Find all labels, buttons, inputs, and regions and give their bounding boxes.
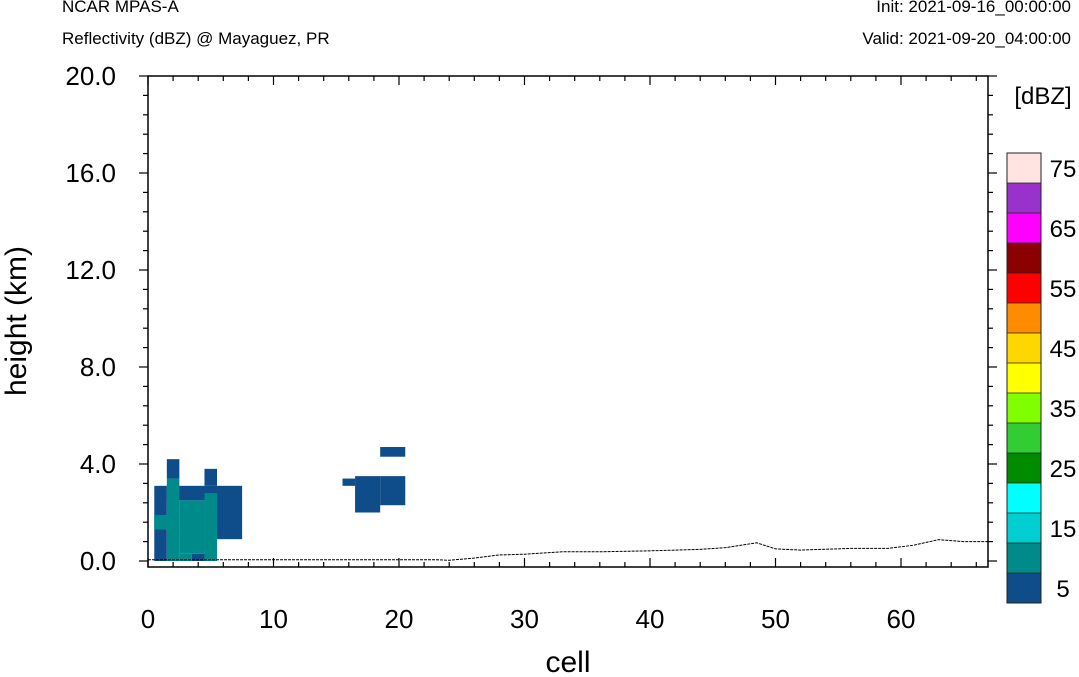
init-time: Init: 2021-09-16_00:00:00 <box>876 0 1071 16</box>
colorbar-swatch-45 <box>1007 333 1041 363</box>
y-axis: 0.0 4.0 8.0 12.0 16.0 20.0 <box>65 61 997 576</box>
colorbar-label: 25 <box>1050 456 1077 483</box>
colorbar: 5 15 25 35 45 55 65 75 <box>1006 152 1077 604</box>
colorbar-frame <box>1006 152 1042 604</box>
x-tick-label: 50 <box>761 604 790 634</box>
colorbar-label: 45 <box>1050 336 1077 363</box>
reflectivity-cell-7 <box>166 478 180 561</box>
x-tick-label: 60 <box>887 604 916 634</box>
colorbar-label: 35 <box>1050 396 1077 423</box>
colorbar-swatch-10 <box>1007 543 1041 573</box>
colorbar-swatch-60 <box>1007 243 1041 273</box>
reflectivity-cell-4 <box>217 485 243 540</box>
colorbar-label: 5 <box>1056 576 1069 603</box>
colorbar-label: 75 <box>1050 156 1077 183</box>
colorbar-label: 65 <box>1050 216 1077 243</box>
x-tick-label: 0 <box>141 604 155 634</box>
reflectivity-cell-1 <box>166 459 180 479</box>
field-subtitle: Reflectivity (dBZ) @ Mayaguez, PR <box>62 29 330 48</box>
colorbar-swatch-50 <box>1007 303 1041 333</box>
reflectivity-cell-8 <box>179 500 205 554</box>
reflectivity-cell-10 <box>204 493 218 561</box>
reflectivity-cell-3 <box>204 468 218 486</box>
colorbar-swatch-35 <box>1007 393 1041 423</box>
x-tick-label: 20 <box>385 604 414 634</box>
reflectivity-cell-5 <box>191 553 205 561</box>
y-tick-label: 12.0 <box>65 255 116 285</box>
reflectivity-cell-11 <box>342 478 356 486</box>
y-tick-label: 0.0 <box>80 546 116 576</box>
reflectivity-cell-9 <box>179 553 192 561</box>
y-axis-label: height (km) <box>0 246 33 396</box>
valid-time: Valid: 2021-09-20_04:00:00 <box>862 29 1071 48</box>
colorbar-title: [dBZ] <box>1014 83 1071 110</box>
colorbar-swatch-75 <box>1007 153 1041 183</box>
colorbar-swatch-20 <box>1007 483 1041 513</box>
x-tick-label: 10 <box>259 604 288 634</box>
terrain-line <box>148 539 989 561</box>
terrain-polyline <box>148 539 989 561</box>
x-axis-label: cell <box>545 646 590 677</box>
colorbar-swatch-30 <box>1007 423 1041 453</box>
x-tick-label: 30 <box>510 604 539 634</box>
reflectivity-cell-13 <box>380 476 406 506</box>
colorbar-swatch-25 <box>1007 453 1041 483</box>
y-tick-label: 20.0 <box>65 61 116 91</box>
reflectivity-cell-14 <box>380 447 406 457</box>
colorbar-swatch-55 <box>1007 273 1041 303</box>
y-tick-label: 4.0 <box>80 449 116 479</box>
y-tick-label: 8.0 <box>80 352 116 382</box>
reflectivity-cell-12 <box>355 476 381 513</box>
colorbar-swatch-65 <box>1007 213 1041 243</box>
model-title: NCAR MPAS-A <box>62 0 179 16</box>
colorbar-swatch-5 <box>1007 573 1041 603</box>
x-tick-label: 40 <box>636 604 665 634</box>
colorbar-label: 15 <box>1050 516 1077 543</box>
plot-frame <box>147 75 989 568</box>
colorbar-swatch-70 <box>1007 183 1041 213</box>
reflectivity-cell-6 <box>154 514 167 530</box>
reflectivity-cells <box>154 447 406 561</box>
colorbar-swatch-40 <box>1007 363 1041 393</box>
y-tick-label: 16.0 <box>65 158 116 188</box>
colorbar-swatch-15 <box>1007 513 1041 543</box>
x-axis: 0 10 20 30 40 50 60 <box>141 76 977 634</box>
colorbar-label: 55 <box>1050 276 1077 303</box>
